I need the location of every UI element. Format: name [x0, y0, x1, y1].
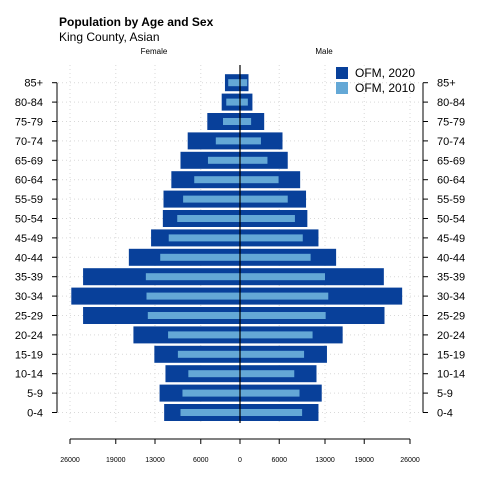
right-age-axis: 0-4 5-9 10-14 15-19 20-24 25-29 30-34 35-39 40-4… [422, 78, 465, 420]
right-age-label-70-74: 70-74 [437, 136, 465, 148]
bar-female-ofm-2010-30-34 [146, 292, 240, 300]
bars-layer [71, 74, 403, 421]
right-age-label-35-39: 35-39 [437, 272, 465, 284]
legend-label-2020: OFM, 2020 [355, 66, 415, 80]
bar-female-ofm-2010-55-59 [183, 195, 240, 203]
bar-male-ofm-2010-70-74 [240, 137, 261, 145]
left-age-label-75-79: 75-79 [15, 117, 43, 129]
bar-female-ofm-2010-65-69 [207, 156, 240, 164]
x-tick-label: 13000 [145, 457, 165, 464]
bar-male-ofm-2010-50-54 [240, 215, 295, 222]
bar-female-ofm-2010-15-19 [177, 350, 240, 358]
x-axis: 26000 19000 13000 6000 0 6000 13000 19000 26000 [60, 438, 420, 464]
left-age-label-45-49: 45-49 [15, 233, 43, 245]
left-age-label-35-39: 35-39 [15, 272, 43, 284]
bar-female-ofm-2010-0-4 [180, 409, 240, 416]
right-age-label-75-79: 75-79 [437, 117, 465, 129]
bar-male-ofm-2020-75-79 [240, 113, 265, 130]
right-age-label-25-29: 25-29 [437, 311, 465, 323]
bar-male-ofm-2010-20-24 [240, 331, 313, 339]
bar-male-ofm-2010-10-14 [240, 370, 295, 378]
bar-female-ofm-2010-45-49 [168, 234, 240, 242]
left-age-axis: 0-4 5-9 10-14 15-19 20-24 25-29 30-34 35-39 40-4… [15, 78, 58, 420]
bar-male-ofm-2010-60-64 [240, 176, 279, 184]
left-age-label-55-59: 55-59 [15, 194, 43, 206]
right-age-label-20-24: 20-24 [437, 330, 465, 342]
bar-female-ofm-2010-50-54 [177, 215, 240, 222]
left-age-label-85plus: 85+ [24, 78, 43, 90]
bar-male-ofm-2010-25-29 [240, 312, 326, 319]
male-side-label: Male [315, 47, 333, 56]
bar-female-ofm-2010-10-14 [188, 370, 240, 378]
left-age-label-25-29: 25-29 [15, 311, 43, 323]
left-age-label-15-19: 15-19 [15, 349, 43, 361]
right-age-label-55-59: 55-59 [437, 194, 465, 206]
right-age-label-5-9: 5-9 [437, 388, 453, 400]
left-age-label-20-24: 20-24 [15, 330, 43, 342]
bar-female-ofm-2010-40-44 [160, 253, 240, 261]
left-age-label-40-44: 40-44 [15, 252, 43, 264]
right-age-label-45-49: 45-49 [437, 233, 465, 245]
bar-male-ofm-2010-55-59 [240, 195, 288, 203]
bar-male-ofm-2010-65-69 [240, 156, 268, 164]
bar-male-ofm-2010-85plus [240, 79, 248, 87]
left-age-label-50-54: 50-54 [15, 214, 43, 226]
x-tick-label: 6000 [271, 457, 287, 464]
bar-female-ofm-2010-35-39 [145, 273, 240, 281]
bar-male-ofm-2010-35-39 [240, 273, 325, 281]
bar-male-ofm-2010-75-79 [240, 118, 252, 125]
right-age-label-50-54: 50-54 [437, 214, 465, 226]
bar-male-ofm-2010-40-44 [240, 253, 311, 261]
right-age-label-10-14: 10-14 [437, 369, 465, 381]
chart-title: Population by Age and Sex [59, 15, 214, 29]
bar-female-ofm-2010-60-64 [194, 176, 240, 184]
bar-female-ofm-2020-70-74 [187, 132, 240, 150]
bar-male-ofm-2010-30-34 [240, 292, 329, 300]
x-tick-label: 19000 [106, 457, 126, 464]
chart-subtitle: King County, Asian [59, 30, 160, 44]
bar-female-ofm-2010-75-79 [223, 118, 240, 125]
right-age-label-80-84: 80-84 [437, 97, 465, 109]
bar-female-ofm-2010-5-9 [182, 389, 240, 397]
left-age-label-60-64: 60-64 [15, 175, 43, 187]
legend-swatch-2010 [336, 82, 348, 94]
right-age-label-65-69: 65-69 [437, 155, 465, 167]
x-tick-label: 6000 [193, 457, 209, 464]
right-age-label-85plus: 85+ [437, 78, 456, 90]
right-age-label-15-19: 15-19 [437, 349, 465, 361]
legend: OFM, 2020 OFM, 2010 [336, 66, 415, 95]
x-tick-label: 19000 [354, 457, 374, 464]
bar-female-ofm-2010-70-74 [215, 137, 240, 145]
right-age-label-30-34: 30-34 [437, 291, 465, 303]
bar-male-ofm-2010-0-4 [240, 409, 303, 416]
x-tick-label: 26000 [400, 457, 420, 464]
bar-male-ofm-2010-80-84 [240, 98, 248, 106]
legend-swatch-2020 [336, 67, 348, 79]
bar-male-ofm-2010-5-9 [240, 389, 300, 397]
female-side-label: Female [141, 47, 168, 56]
left-age-label-30-34: 30-34 [15, 291, 43, 303]
x-tick-label: 26000 [60, 457, 80, 464]
bar-female-ofm-2010-25-29 [147, 312, 240, 319]
x-tick-label: 0 [238, 457, 242, 464]
x-tick-label: 13000 [315, 457, 335, 464]
bar-female-ofm-2010-80-84 [226, 98, 240, 106]
left-age-label-10-14: 10-14 [15, 369, 43, 381]
left-age-label-0-4: 0-4 [27, 408, 43, 420]
left-age-label-80-84: 80-84 [15, 97, 43, 109]
bar-female-ofm-2010-85plus [228, 79, 240, 87]
left-age-label-70-74: 70-74 [15, 136, 43, 148]
right-age-label-0-4: 0-4 [437, 408, 453, 420]
bar-female-ofm-2010-20-24 [168, 331, 240, 339]
legend-label-2010: OFM, 2010 [355, 81, 415, 95]
right-age-label-40-44: 40-44 [437, 252, 465, 264]
bar-male-ofm-2010-15-19 [240, 350, 305, 358]
bar-male-ofm-2010-45-49 [240, 234, 303, 242]
bar-male-ofm-2020-70-74 [240, 132, 283, 150]
right-age-label-60-64: 60-64 [437, 175, 465, 187]
left-age-label-65-69: 65-69 [15, 155, 43, 167]
left-age-label-5-9: 5-9 [27, 388, 43, 400]
